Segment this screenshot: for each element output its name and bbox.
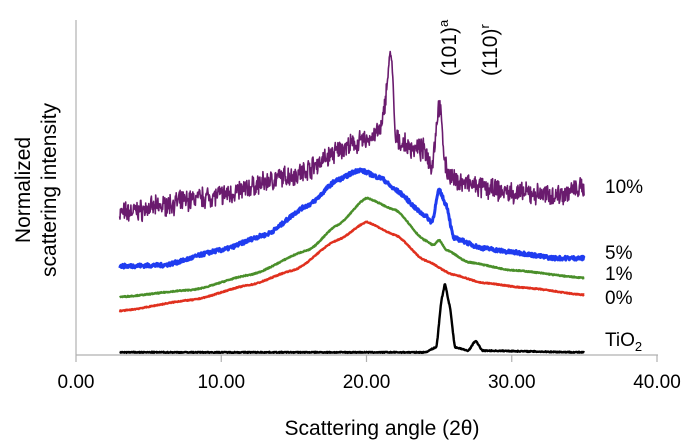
x-tick-label: 30.00 xyxy=(488,372,536,393)
series-label-text: 10% xyxy=(605,177,643,198)
series-label: 5% xyxy=(605,243,633,264)
peak-annotations: (101)a (110)r xyxy=(436,19,502,76)
annotation-superscript: r xyxy=(477,24,492,29)
x-ticks: 0.00 10.00 20.00 30.00 40.00 xyxy=(58,355,681,393)
series-line-3 xyxy=(118,196,585,299)
series-label: 0% xyxy=(605,288,633,309)
peak-annotation: (110)r xyxy=(477,24,502,76)
series-line-2 xyxy=(118,167,586,270)
series-line-1 xyxy=(118,50,585,223)
x-axis-label: Scattering angle (2θ) xyxy=(285,417,480,440)
series-label: TiO2 xyxy=(605,330,642,354)
annotation-superscript: a xyxy=(436,19,451,27)
series-labels: 10% 5%1% 0% TiO2 xyxy=(605,177,643,354)
series-line-5 xyxy=(118,283,586,354)
series-line-4 xyxy=(118,220,585,313)
series-label-text: 0% xyxy=(605,288,633,309)
x-tick-label: 0.00 xyxy=(58,372,95,393)
y-axis-label-line2: scattering intensity xyxy=(38,103,61,277)
peak-annotation: (101)a xyxy=(436,19,461,76)
series-label: 1% xyxy=(605,264,633,285)
series-label-subscript: 2 xyxy=(635,339,642,354)
series-label-text: TiO xyxy=(605,330,635,351)
x-tick-label: 40.00 xyxy=(633,372,681,393)
annotation-text: (110) xyxy=(479,29,502,76)
curves xyxy=(118,50,586,354)
series-label-text: 5% xyxy=(605,243,633,264)
series-label-text: 1% xyxy=(605,264,633,285)
x-tick-label: 10.00 xyxy=(197,372,245,393)
annotation-text: (101) xyxy=(438,27,461,76)
y-axis-label-line1: Normalized xyxy=(12,137,35,243)
x-tick-label: 20.00 xyxy=(343,372,391,393)
series-label: 10% xyxy=(605,177,643,198)
